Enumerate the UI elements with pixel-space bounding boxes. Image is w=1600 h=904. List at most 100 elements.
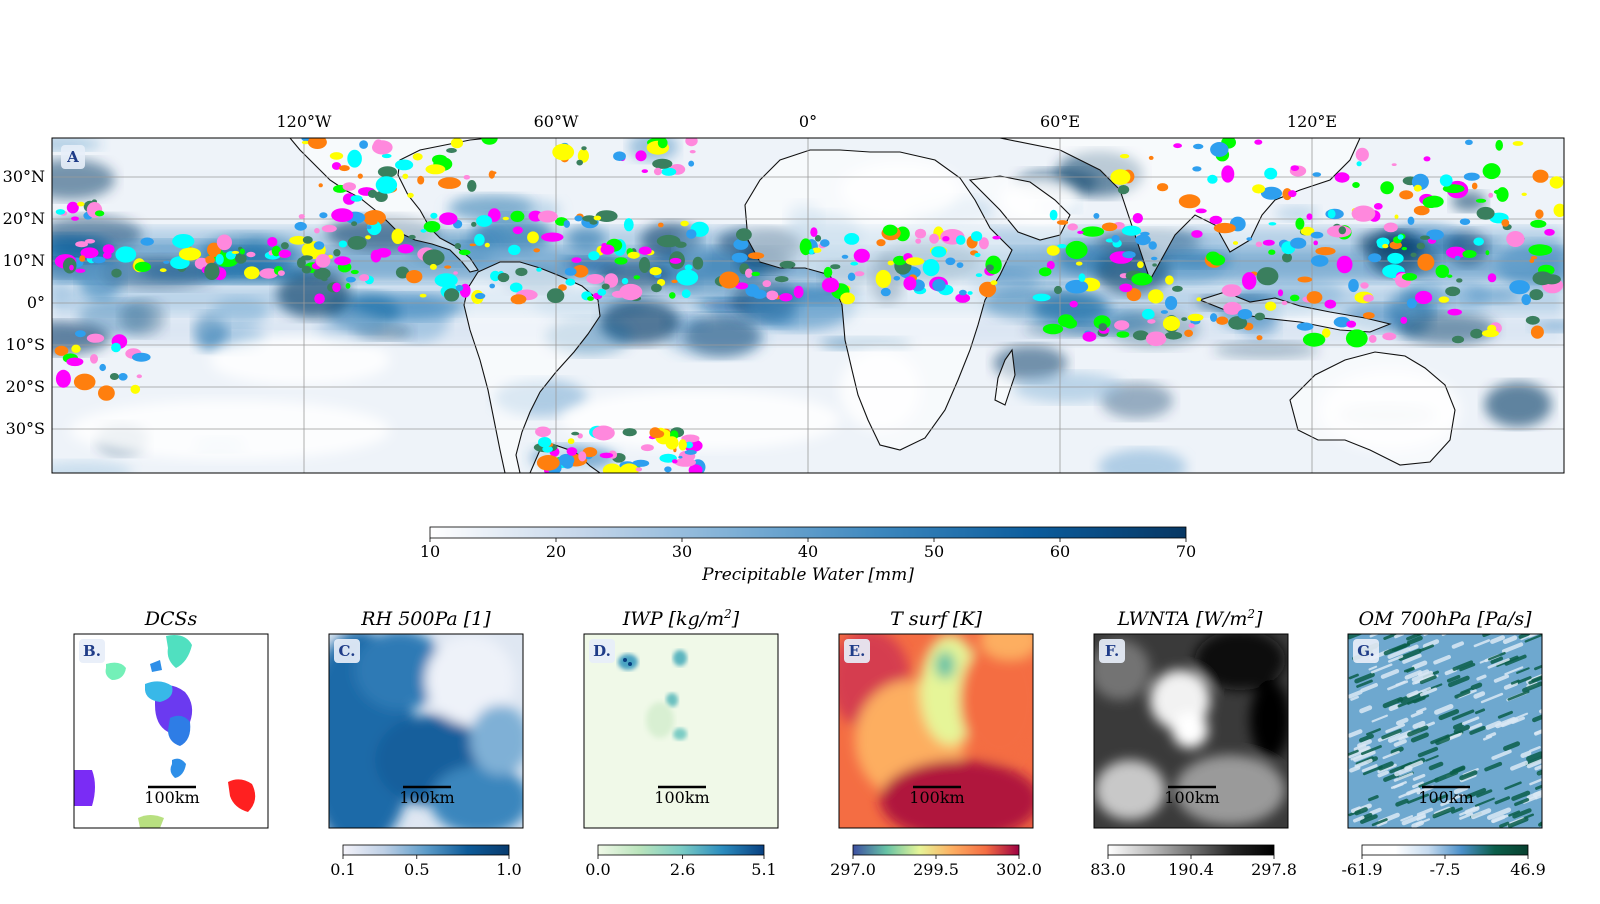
- dcs-object: [509, 282, 523, 293]
- om-streak: [1447, 675, 1470, 688]
- latitude-tick-labels: 30°N 20°N 10°N 0° 10°S 20°S 30°S: [3, 167, 45, 438]
- dcs-object: [359, 140, 368, 149]
- dcs-object: [365, 219, 378, 225]
- colorbar-tick-label: 70: [1176, 542, 1196, 561]
- dcs-object: [657, 138, 668, 149]
- dcs-object: [1391, 163, 1397, 167]
- dcs-object: [172, 234, 195, 249]
- panel-label: F.: [1105, 642, 1119, 660]
- om-streak: [1410, 732, 1429, 743]
- om-streak: [1387, 730, 1413, 743]
- dcs-blob: [105, 662, 126, 680]
- dcs-object: [601, 283, 610, 290]
- dcs-object: [1210, 142, 1229, 157]
- dcs-object: [876, 239, 886, 247]
- dcs-object: [565, 278, 576, 286]
- dcs-object: [1067, 223, 1078, 231]
- om-streak: [1487, 658, 1510, 669]
- dcs-object: [1290, 237, 1307, 249]
- dcs-object: [840, 292, 855, 305]
- dcs-object: [1420, 235, 1430, 240]
- dcs-object: [1228, 316, 1248, 330]
- dcs-object: [1413, 184, 1422, 192]
- dcs-object: [367, 189, 378, 198]
- dcs-object: [632, 459, 650, 467]
- dcs-object: [365, 235, 371, 240]
- dcs-object: [915, 238, 922, 244]
- dcs-object: [599, 452, 614, 459]
- om-streak: [1452, 722, 1465, 730]
- dcs-object: [1237, 309, 1253, 320]
- longitude-tick-label: 60°E: [1040, 112, 1080, 131]
- dcs-object: [1193, 143, 1204, 150]
- dcs-object: [1140, 231, 1150, 236]
- om-streak: [1434, 770, 1459, 783]
- dcs-object: [62, 257, 77, 274]
- dcs-object: [542, 445, 553, 453]
- dcs-object: [77, 201, 85, 207]
- dcs-object: [1380, 181, 1394, 195]
- dcs-object: [1195, 208, 1207, 214]
- dcs-object: [159, 268, 167, 273]
- dcs-object: [1351, 205, 1376, 222]
- dcs-object: [450, 138, 464, 149]
- dcs-object: [649, 427, 661, 438]
- om-streak: [1451, 709, 1475, 721]
- om-streak: [1524, 755, 1542, 766]
- om-streak: [1419, 675, 1437, 685]
- dcs-object: [745, 268, 753, 278]
- dcs-object: [1368, 334, 1377, 343]
- dcs-object: [1216, 316, 1229, 325]
- om-streak: [1360, 745, 1382, 756]
- dcs-object: [1488, 192, 1494, 198]
- dcs-object: [613, 151, 626, 161]
- om-streak: [1350, 695, 1359, 701]
- dcs-object: [86, 333, 105, 343]
- om-streak: [1504, 781, 1522, 790]
- dcs-overlay: [54, 138, 1564, 473]
- dcs-object: [541, 232, 564, 242]
- om-streak: [1348, 729, 1363, 738]
- dcs-object: [527, 231, 539, 244]
- colorbar-bar: [429, 526, 1187, 539]
- dcs-object: [300, 255, 313, 261]
- om-streak: [1539, 821, 1542, 827]
- dcs-object: [331, 208, 354, 223]
- om-streak: [1359, 747, 1370, 753]
- om-streak: [1510, 679, 1520, 685]
- dcs-object: [94, 210, 105, 217]
- dcs-object: [412, 153, 423, 161]
- dcs-object: [277, 270, 285, 276]
- dcs-object: [652, 158, 673, 169]
- moisture-patch: [683, 315, 760, 357]
- om-streak: [1387, 647, 1411, 659]
- om-streak: [1528, 676, 1542, 685]
- colorbar-tick-label: 50: [924, 542, 944, 561]
- om-streak: [1532, 789, 1542, 798]
- scale-bar-label: 100km: [654, 788, 709, 807]
- dcs-object: [216, 234, 232, 251]
- om-streak: [1434, 704, 1454, 715]
- dcs-object: [1160, 310, 1168, 314]
- dcs-object: [397, 244, 414, 254]
- om-streak: [1491, 749, 1512, 760]
- dry-region: [210, 335, 390, 385]
- dcs-object: [1521, 192, 1527, 196]
- om-streak: [1453, 724, 1470, 735]
- dcs-object: [80, 247, 99, 259]
- dcs-object: [1145, 331, 1167, 347]
- dcs-object: [992, 235, 1001, 240]
- om-streak: [1491, 814, 1509, 823]
- dcs-object: [1423, 156, 1431, 162]
- dcs-object: [345, 283, 351, 289]
- moisture-patch: [211, 296, 269, 326]
- dcs-object: [945, 257, 956, 266]
- om-streak: [1400, 692, 1424, 704]
- dcs-object: [1327, 209, 1336, 219]
- madagascar-outline: [994, 348, 1016, 406]
- dcs-object: [109, 373, 119, 380]
- dcs-object: [779, 260, 796, 269]
- om-streak: [1526, 758, 1542, 769]
- dcs-object: [922, 259, 940, 277]
- dcs-object: [1333, 316, 1351, 328]
